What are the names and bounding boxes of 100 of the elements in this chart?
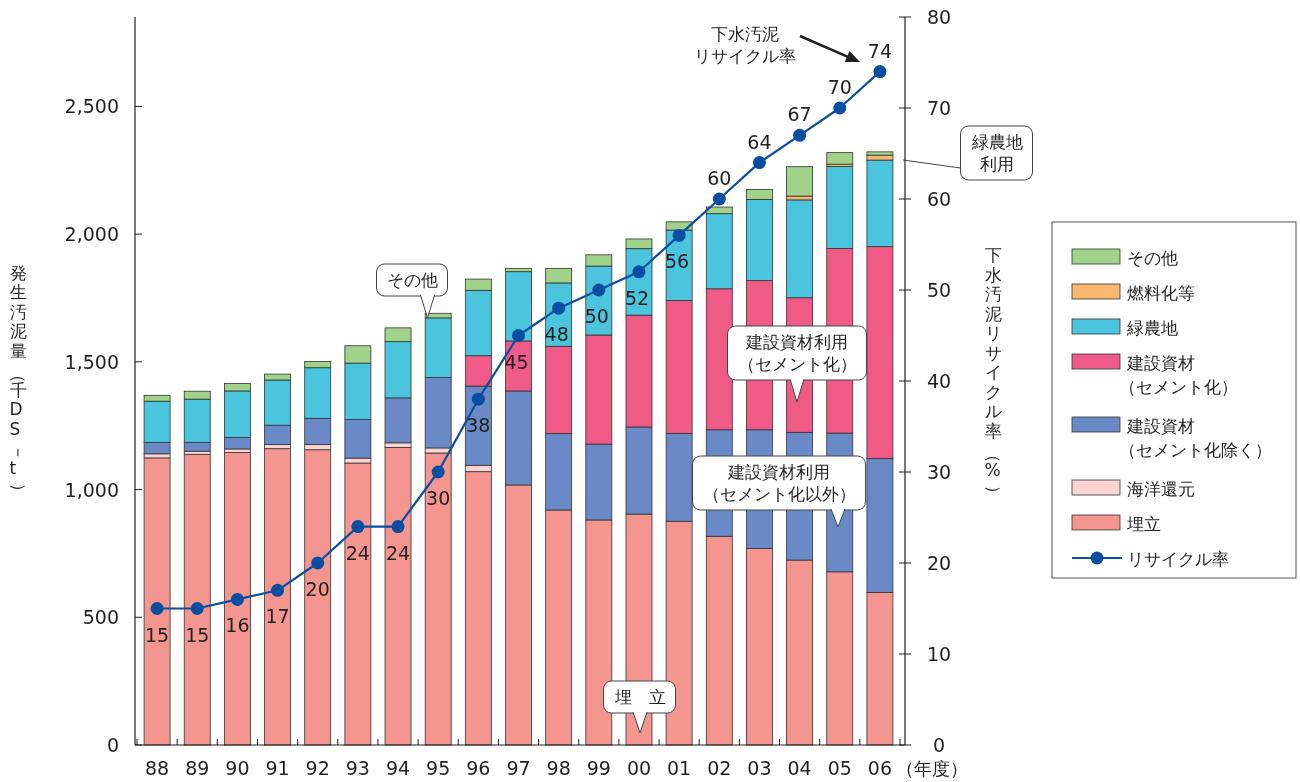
- legend-label: 建設資材（セメント化）: [1119, 353, 1238, 397]
- y2-tick-label: 60: [926, 188, 952, 210]
- bar: [224, 452, 251, 746]
- y2-tick-label: 0: [932, 734, 946, 756]
- data-label: 30: [426, 487, 451, 509]
- bar: [143, 457, 171, 746]
- annotation: 建設資材利用（セメント化）: [727, 325, 867, 403]
- annotation: 埋 立: [603, 680, 676, 734]
- data-label: 17: [265, 605, 290, 628]
- point: [311, 556, 325, 570]
- annotation: 緑農地利用: [902, 125, 1033, 181]
- y-tick-label: 2,500: [64, 95, 119, 118]
- x-tick-label: 02: [707, 757, 732, 779]
- bar: [424, 452, 452, 746]
- point: [190, 602, 204, 615]
- data-label: 67: [787, 103, 812, 126]
- point: [752, 156, 766, 170]
- y2-tick-label: 10: [926, 643, 952, 665]
- y2-tick-label: 20: [926, 552, 952, 574]
- x-tick-label: 00: [626, 757, 652, 779]
- y-tick-label: 2,000: [64, 223, 119, 246]
- bar: [304, 449, 332, 746]
- y-tick-label: 500: [82, 606, 119, 629]
- x-tick-label: 04: [787, 757, 812, 779]
- y2-tick-label: 30: [926, 461, 952, 483]
- x-tick-label: 99: [586, 757, 611, 779]
- x-tick-label: 94: [385, 757, 411, 779]
- data-label: 15: [144, 623, 170, 646]
- data-label: 60: [707, 167, 732, 189]
- bar: [264, 448, 291, 746]
- annotation: 下水汚泥リサイクル率: [694, 24, 796, 66]
- data-label: 64: [747, 130, 772, 153]
- x-tick-label: 98: [546, 757, 571, 779]
- x-tick-label: 97: [506, 757, 531, 779]
- point: [592, 283, 606, 297]
- data-label: 74: [867, 39, 893, 62]
- point: [391, 520, 405, 534]
- y2-tick-label: 80: [926, 6, 952, 28]
- y2-tick-label: 50: [926, 279, 952, 301]
- data-label: 15: [185, 623, 210, 646]
- data-label: 70: [827, 76, 852, 98]
- bar: [826, 152, 854, 165]
- point: [833, 101, 847, 115]
- x-tick-label: 05: [827, 757, 852, 779]
- point: [230, 592, 244, 606]
- x-axis-title: （年度）: [896, 758, 968, 779]
- point: [431, 465, 445, 479]
- annotation: 埋 立: [613, 687, 666, 707]
- data-label: 50: [584, 305, 609, 327]
- x-tick-label: 93: [345, 757, 370, 779]
- x-tick-label: 95: [426, 757, 451, 779]
- y-axis-title: 発生汚泥量（千DS－t）: [9, 262, 29, 501]
- bar: [786, 166, 814, 197]
- annotation: 建設資材利用（セメント化以外）: [702, 462, 856, 504]
- point: [712, 192, 726, 206]
- x-tick-label: 03: [747, 757, 772, 779]
- y-tick-label: 1,000: [64, 478, 119, 501]
- point: [873, 65, 887, 79]
- x-tick-label: 90: [225, 757, 250, 779]
- y2-tick-label: 70: [926, 97, 952, 119]
- legend-label: リサイクル率: [1127, 549, 1229, 569]
- legend-label: 燃料化等: [1127, 283, 1195, 303]
- bar: [183, 453, 211, 746]
- data-label: 20: [305, 578, 330, 600]
- x-tick-label: 01: [667, 757, 692, 779]
- y-tick-label: 0: [106, 734, 119, 756]
- point: [471, 392, 485, 406]
- annotation: 下水汚泥リサイクル率: [694, 24, 860, 66]
- bar: [384, 447, 412, 746]
- annotation: 建設資材利用（セメント化以外）: [692, 455, 866, 528]
- y2-axis-title: 下水汚泥リサイクル率（%）: [984, 245, 1004, 502]
- data-label: 16: [225, 614, 250, 637]
- legend-label: 海洋還元: [1127, 479, 1195, 499]
- legend-label: 埋立: [1126, 514, 1161, 534]
- x-tick-label: 06: [867, 757, 893, 779]
- legend-label: その他: [1127, 248, 1178, 268]
- point: [552, 301, 566, 315]
- legend-label: 緑農地: [1126, 318, 1178, 338]
- point: [512, 329, 525, 342]
- point: [672, 228, 686, 242]
- legend-label: 建設資材（セメント化除く）: [1119, 416, 1272, 460]
- bar: [344, 462, 372, 746]
- point: [632, 265, 646, 279]
- data-label: 56: [665, 250, 690, 273]
- point: [150, 602, 164, 615]
- data-label: 38: [466, 414, 491, 437]
- x-tick-label: 89: [185, 757, 210, 779]
- point: [351, 520, 365, 534]
- annotation: 建設資材利用（セメント化）: [737, 332, 857, 374]
- data-label: 24: [385, 541, 411, 564]
- data-label: 52: [624, 286, 650, 309]
- data-label: 24: [345, 541, 370, 564]
- point: [793, 128, 807, 142]
- x-tick-label: 88: [144, 757, 170, 779]
- annotation: その他: [386, 270, 438, 290]
- point: [271, 583, 285, 597]
- annotation: その他: [376, 263, 448, 319]
- y2-tick-label: 40: [926, 370, 952, 392]
- x-tick-label: 91: [265, 757, 290, 779]
- x-tick-label: 96: [466, 757, 491, 779]
